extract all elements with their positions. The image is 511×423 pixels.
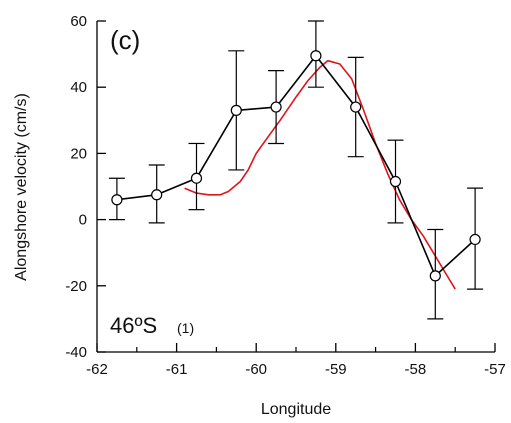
observed-point (270, 101, 282, 113)
x-tick-label: -62 (86, 361, 108, 378)
x-axis: -62 -61 -60 -59 -58 -57 (86, 343, 506, 378)
model-series-line (184, 59, 456, 290)
observed-point (111, 194, 123, 206)
y-axis: -40 -20 0 20 40 60 (65, 13, 106, 361)
x-tick-label: -57 (484, 361, 506, 378)
observed-point (151, 189, 163, 201)
x-tick-label: -61 (166, 361, 188, 378)
x-axis-title: Longitude (261, 401, 331, 418)
latitude-sublabel: (1) (177, 320, 194, 336)
y-tick-label: 40 (70, 79, 87, 96)
y-axis-title: Alongshore velocity (cm/s) (13, 93, 30, 281)
observed-point (389, 175, 402, 188)
y-tick-label: -40 (65, 344, 87, 361)
observed-point (230, 104, 242, 116)
x-tick-label: -59 (325, 361, 347, 378)
x-tick-label: -58 (405, 361, 427, 378)
plot-area (108, 20, 484, 320)
observed-point (310, 50, 322, 62)
observed-point (350, 101, 362, 113)
observed-point (190, 172, 203, 184)
y-tick-label: 20 (70, 145, 87, 162)
latitude-label: 46ºS (110, 313, 157, 338)
y-tick-label: 60 (70, 13, 87, 30)
panel-label: (c) (110, 25, 140, 55)
observed-series-line (116, 54, 476, 277)
observed-point (429, 270, 441, 282)
y-tick-label: -20 (65, 278, 87, 295)
observed-point (469, 233, 481, 246)
x-tick-label: -60 (245, 361, 267, 378)
y-tick-label: 0 (79, 212, 87, 229)
